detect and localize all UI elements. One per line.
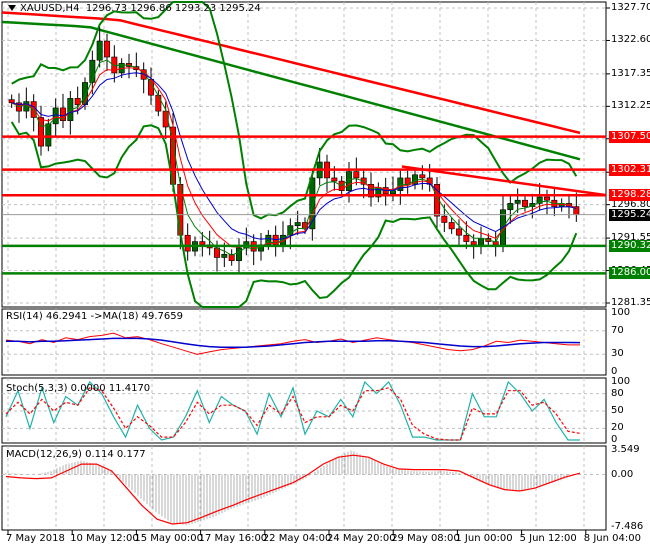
candle xyxy=(294,222,301,226)
stoch-tick: 0 xyxy=(611,434,618,445)
time-tick: 17 May 16:00 xyxy=(198,533,268,544)
time-tick: 22 May 04:00 xyxy=(262,533,332,544)
rsi-tick: 100 xyxy=(611,307,631,318)
candle xyxy=(536,196,543,204)
stoch-tick: 20 xyxy=(611,422,624,434)
candle xyxy=(199,241,206,246)
candle xyxy=(456,228,462,236)
macd-panel xyxy=(1,445,607,531)
candle xyxy=(507,203,514,211)
chart-title: XAUUSD,H4 1296.73 1296.86 1293.23 1295.2… xyxy=(8,3,261,15)
macd-tick: 3.549 xyxy=(611,444,640,455)
rsi-tick: 70 xyxy=(611,324,624,336)
price-tick: 1317.35 xyxy=(611,67,650,79)
time-tick: 1 Jun 00:00 xyxy=(455,533,513,544)
time-tick: 5 Jun 12:00 xyxy=(519,533,577,544)
candle xyxy=(522,199,528,207)
time-tick: 29 May 08:00 xyxy=(391,533,460,544)
current-price-tag: 1295.24 xyxy=(609,208,650,221)
trendline[interactable] xyxy=(401,165,607,197)
price-tick: 1312.25 xyxy=(611,100,650,112)
price-tick: 1327.70 xyxy=(611,2,650,13)
candle xyxy=(45,123,52,147)
stoch-tick: 80 xyxy=(611,387,624,399)
price-tick: 1291.55 xyxy=(611,232,650,244)
price-tick: 1296.80 xyxy=(611,198,650,210)
candle xyxy=(419,174,426,179)
candle xyxy=(96,40,103,61)
candle xyxy=(155,94,162,112)
candle xyxy=(104,40,110,58)
candle xyxy=(544,196,550,201)
macd-tick: -7.486 xyxy=(611,521,644,532)
candle xyxy=(353,171,360,179)
candle xyxy=(228,254,235,261)
candle xyxy=(287,225,294,236)
candle xyxy=(74,98,81,106)
time-tick: 15 May 00:00 xyxy=(134,533,203,544)
stoch-tick: 100 xyxy=(611,376,631,387)
price-tick: 1322.60 xyxy=(611,34,650,46)
price-tag-resistance: 1302.31 xyxy=(609,163,650,176)
candle xyxy=(309,177,316,230)
time-tick: 24 May 20:00 xyxy=(327,533,396,544)
macd-label: MACD(12,26,9) 0.114 0.177 xyxy=(6,449,146,460)
candle xyxy=(448,222,455,230)
candle xyxy=(221,254,228,258)
ohlc-values: 1296.73 1296.86 1293.23 1295.24 xyxy=(85,3,261,14)
price-tag-support: 1286.00 xyxy=(609,267,650,280)
price-tag-resistance: 1298.28 xyxy=(609,189,650,202)
rsi-label: RSI(14) 46.2941 ->MA(18) 49.7659 xyxy=(6,311,183,322)
candle xyxy=(434,183,440,217)
candle xyxy=(368,183,374,198)
candle xyxy=(478,238,484,246)
candle xyxy=(514,199,521,204)
candle xyxy=(441,215,448,223)
candle xyxy=(390,190,396,195)
candle xyxy=(184,234,191,252)
price-tick: 1281.35 xyxy=(611,297,650,308)
stoch-tick: 50 xyxy=(611,405,624,416)
collapse-triangle-icon[interactable] xyxy=(8,5,16,11)
time-tick: 7 May 2018 xyxy=(6,533,65,544)
candle xyxy=(331,177,338,182)
candle xyxy=(89,59,96,83)
macd-tick: 0.00 xyxy=(611,468,634,480)
candle xyxy=(463,234,470,242)
candle xyxy=(236,247,242,261)
price-tag-support: 1290.32 xyxy=(609,239,650,252)
rsi-tick: 30 xyxy=(611,348,624,360)
rsi-tick: 0 xyxy=(611,366,618,377)
candle xyxy=(470,241,477,246)
main-panel xyxy=(1,1,607,308)
candle xyxy=(52,107,59,125)
candle xyxy=(8,99,15,104)
time-tick: 10 May 12:00 xyxy=(70,533,139,544)
stoch-label: Stoch(5,3,3) 0.0000 11.4170 xyxy=(6,383,151,394)
symbol-label: XAUUSD,H4 xyxy=(20,3,80,14)
candle xyxy=(38,117,44,147)
price-tag-resistance: 1307.50 xyxy=(609,130,650,143)
time-tick: 8 Jun 04:00 xyxy=(583,533,641,544)
